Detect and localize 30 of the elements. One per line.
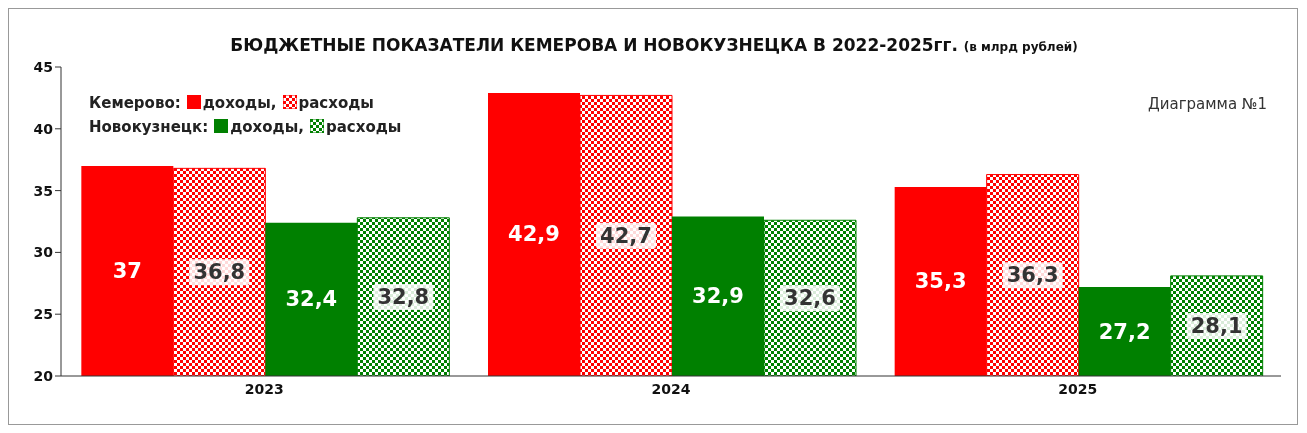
x-tick-label: 2025 xyxy=(1058,380,1098,397)
annotation: Кемерово: xyxy=(89,94,181,112)
data-label: 42,9 xyxy=(508,222,560,247)
data-label: 32,6 xyxy=(784,286,836,311)
data-label: 32,4 xyxy=(285,287,338,312)
data-label: 35,3 xyxy=(914,269,967,294)
data-label: 32,8 xyxy=(377,284,430,309)
y-tick-label: 20 xyxy=(33,367,54,384)
data-label: 32,9 xyxy=(692,284,744,309)
y-tick-label: 35 xyxy=(33,182,53,199)
legend-label: расходы xyxy=(297,94,374,112)
data-label: 36,3 xyxy=(1006,263,1059,288)
data-label: 36,8 xyxy=(193,260,246,285)
y-tick-label: 30 xyxy=(33,244,54,261)
data-label: 28,1 xyxy=(1190,313,1243,338)
data-label: 27,2 xyxy=(1098,319,1151,344)
legend-label: доходы, xyxy=(201,94,277,112)
x-tick-label: 2023 xyxy=(244,380,284,397)
y-tick-label: 40 xyxy=(33,120,54,137)
data-label: 37 xyxy=(112,258,142,283)
annotation: Диаграмма №1 xyxy=(1148,95,1267,113)
chart-title: БЮДЖЕТНЫЕ ПОКАЗАТЕЛИ КЕМЕРОВА И НОВОКУЗНЕЦКА В 2022-2025гг. xyxy=(230,35,958,55)
legend-label: доходы, xyxy=(229,118,304,136)
annotation: Новокузнецк: xyxy=(89,118,209,136)
chart-subtitle: (в млрд рублей) xyxy=(963,40,1078,54)
x-tick-label: 2024 xyxy=(651,380,691,397)
data-label: 42,7 xyxy=(600,223,652,248)
y-tick-label: 45 xyxy=(33,58,53,75)
y-tick-label: 25 xyxy=(33,306,53,323)
legend-label: расходы xyxy=(324,118,402,136)
